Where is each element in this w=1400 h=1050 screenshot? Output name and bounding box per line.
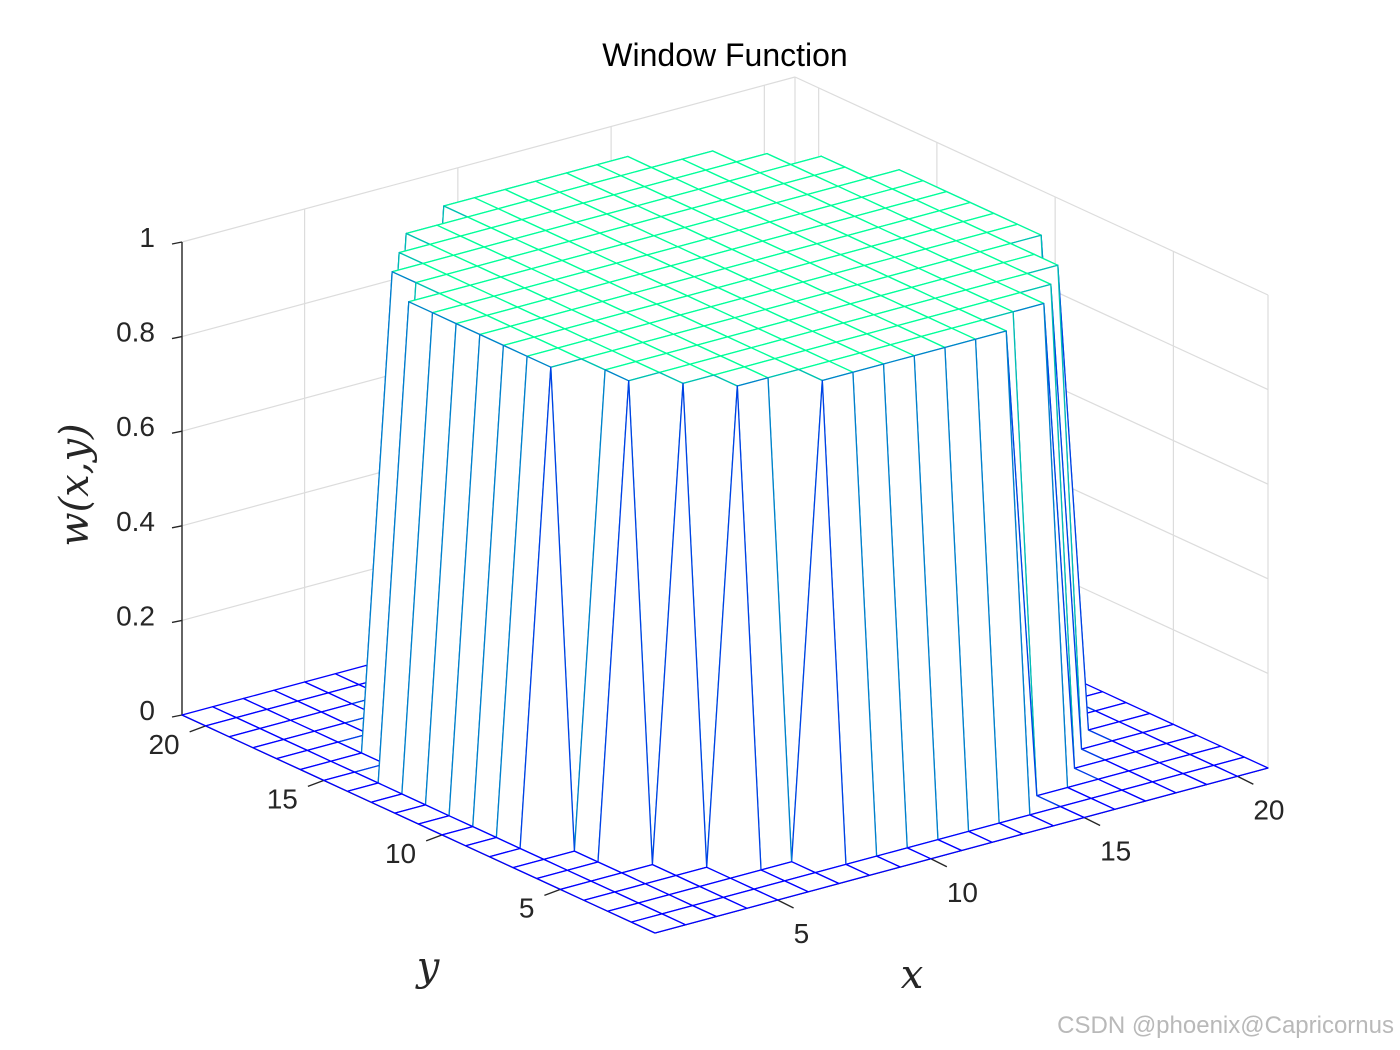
watermark: CSDN @phoenix@Capricornus bbox=[1057, 1012, 1394, 1039]
y-tick-label: 10 bbox=[385, 838, 416, 869]
z-axis-label: w(x,y) bbox=[52, 423, 98, 546]
y-axis-label: y bbox=[415, 944, 441, 990]
y-tick-mark bbox=[307, 779, 325, 788]
y-tick-mark bbox=[544, 888, 561, 897]
z-tick-mark bbox=[171, 619, 183, 624]
y-tick-mark bbox=[425, 834, 443, 842]
chart-title: Window Function bbox=[602, 37, 847, 73]
y-tick-mark bbox=[189, 725, 206, 733]
z-tick-mark bbox=[171, 430, 183, 434]
y-tick-label: 20 bbox=[148, 729, 179, 760]
z-tick-mark bbox=[171, 335, 183, 340]
x-tick-mark bbox=[930, 858, 948, 868]
surface-patch bbox=[630, 913, 687, 934]
surface-mesh bbox=[181, 150, 1269, 934]
z-tick-mark bbox=[171, 714, 183, 718]
z-tick-mark bbox=[171, 241, 183, 245]
grid-line bbox=[181, 76, 796, 243]
grid-line bbox=[794, 76, 1269, 296]
z-tick-label: 0.8 bbox=[116, 317, 155, 348]
z-tick-label: 0.6 bbox=[116, 411, 155, 442]
z-tick-label: 1 bbox=[139, 222, 155, 253]
x-tick-mark bbox=[1237, 775, 1254, 785]
x-tick-label: 15 bbox=[1100, 836, 1131, 867]
z-tick-mark bbox=[171, 525, 183, 529]
x-tick-label: 20 bbox=[1253, 794, 1284, 825]
y-tick-label: 15 bbox=[267, 783, 298, 814]
x-tick-mark bbox=[1083, 816, 1101, 827]
x-tick-label: 10 bbox=[947, 877, 978, 908]
x-axis-label: x bbox=[901, 952, 924, 998]
z-tick-label: 0 bbox=[139, 695, 155, 726]
z-tick-label: 0.2 bbox=[116, 600, 155, 631]
z-tick-label: 0.4 bbox=[116, 506, 155, 537]
x-tick-mark bbox=[777, 899, 794, 909]
y-tick-label: 5 bbox=[519, 892, 535, 923]
x-tick-label: 5 bbox=[794, 918, 810, 949]
